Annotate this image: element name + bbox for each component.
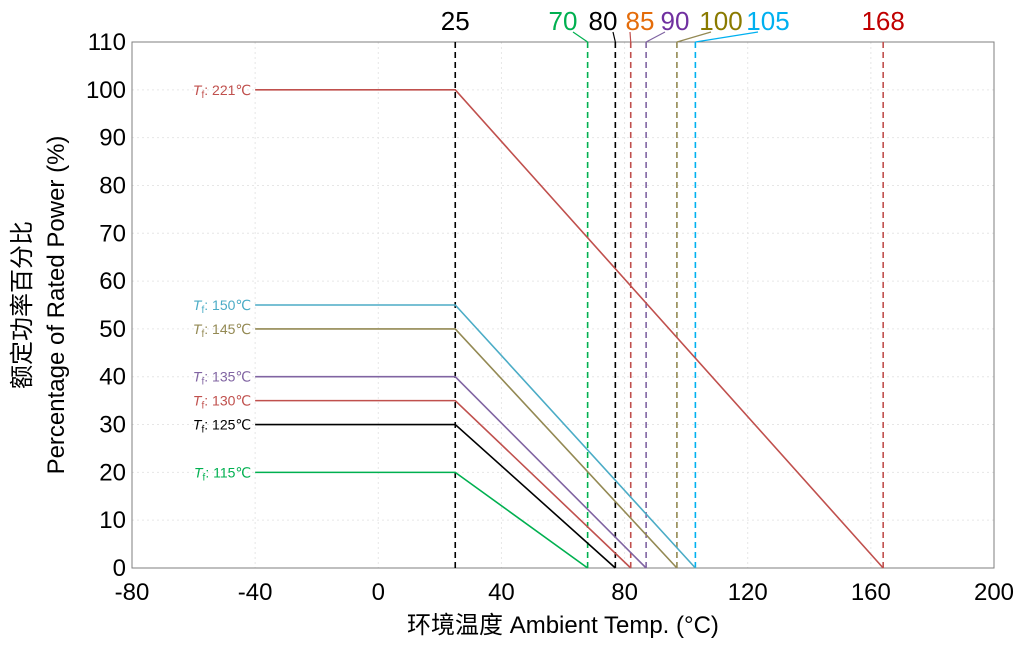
x-tick-label: 40 [488, 579, 515, 606]
leader-85 [629, 31, 632, 43]
plot-area-frame [131, 41, 995, 569]
series-line-150℃ [255, 304, 696, 569]
temperature-callouts: 25 70 80 85 90 100 105 168 [441, 6, 905, 43]
y-axis-title-line-2: Percentage of Rated Power (%) [43, 136, 70, 475]
series-label-125℃: Tf: 125℃ [193, 417, 251, 436]
callout-80: 80 [589, 6, 618, 36]
series-label-135℃: Tf: 135℃ [193, 369, 251, 388]
x-axis-title: 环境温度 Ambient Temp. (°C) [407, 612, 719, 639]
y-tick-label: 110 [88, 29, 126, 56]
callout-105: 105 [746, 6, 789, 36]
y-tick-label: 90 [99, 125, 126, 152]
leader-90 [645, 31, 666, 43]
series-line-135℃ [255, 375, 647, 569]
series-lines [255, 89, 884, 569]
x-tick-label: -40 [238, 579, 273, 606]
y-axis-ticks: 0 10 20 30 40 50 60 70 80 90 100 110 [86, 29, 126, 582]
y-tick-label: 50 [99, 316, 126, 343]
callout-25: 25 [441, 6, 470, 36]
y-tick-label: 60 [99, 268, 126, 295]
x-tick-label: 160 [851, 579, 891, 606]
y-tick-label: 100 [86, 77, 126, 104]
y-tick-label: 40 [99, 364, 126, 391]
x-tick-label: -80 [115, 579, 150, 606]
y-tick-label: 20 [99, 459, 126, 486]
series-label-221℃: Tf: 221℃ [193, 82, 251, 101]
leader-70 [572, 31, 588, 43]
leader-80 [612, 31, 616, 43]
y-tick-label: 30 [99, 412, 126, 439]
x-axis-ticks: -80 -40 0 40 80 120 160 200 [115, 579, 1014, 606]
y-tick-label: 0 [113, 555, 126, 582]
series-line-130℃ [255, 399, 632, 569]
leader-105 [695, 31, 759, 43]
leader-100 [676, 31, 712, 43]
y-tick-label: 80 [99, 172, 126, 199]
reference-lines [454, 42, 884, 568]
series-label-130℃: Tf: 130℃ [193, 393, 251, 412]
series-line-125℃ [255, 423, 616, 569]
callout-168: 168 [861, 6, 904, 36]
callout-90: 90 [661, 6, 690, 36]
y-axis-title-line-1: 额定功率百分比 [9, 221, 36, 389]
series-label-145℃: Tf: 145℃ [193, 321, 251, 340]
x-tick-label: 80 [611, 579, 638, 606]
y-tick-label: 10 [99, 507, 126, 534]
series-label-150℃: Tf: 150℃ [193, 297, 251, 316]
series-label-115℃: Tf: 115℃ [194, 464, 251, 483]
series-line-145℃ [255, 328, 678, 569]
series-line-221℃ [255, 89, 884, 569]
x-tick-label: 0 [372, 579, 385, 606]
callout-85: 85 [626, 6, 655, 36]
y-tick-label: 70 [99, 220, 126, 247]
x-tick-label: 200 [974, 579, 1014, 606]
series-labels: Tf: 221℃ Tf: 150℃ Tf: 145℃ Tf: 135℃ Tf: 130℃… [193, 82, 251, 484]
x-tick-label: 120 [728, 579, 768, 606]
callout-100: 100 [699, 6, 742, 36]
callout-70: 70 [549, 6, 578, 36]
series-line-115℃ [255, 471, 589, 569]
